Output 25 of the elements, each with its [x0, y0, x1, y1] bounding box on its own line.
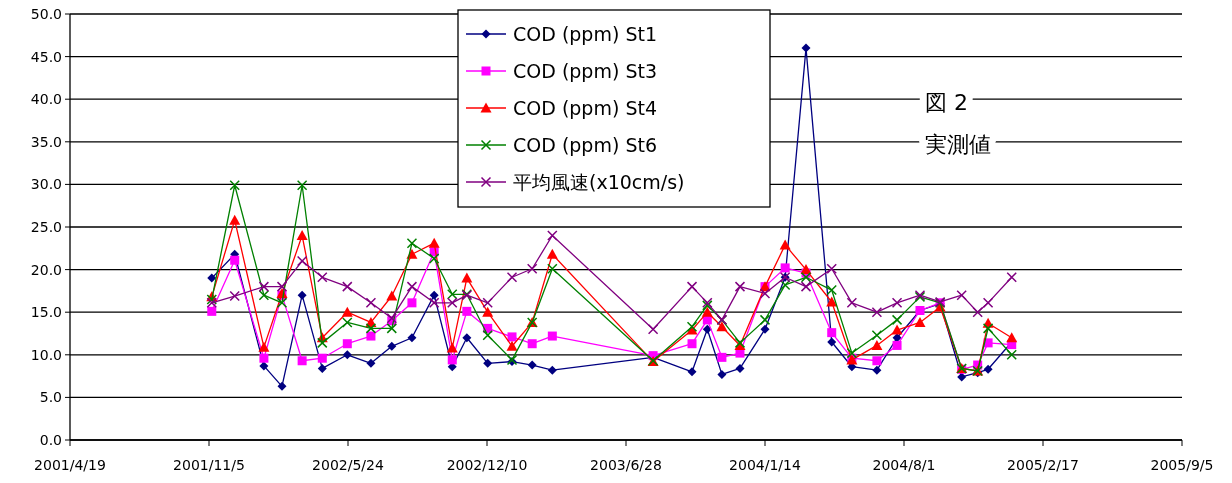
legend-label: COD (ppm) St4: [513, 97, 657, 119]
y-tick-label: 25.0: [30, 219, 62, 235]
y-tick-label: 20.0: [30, 261, 62, 278]
y-tick-label: 45.0: [30, 48, 62, 65]
y-tick-label: 10.0: [30, 346, 62, 363]
x-tick-label: 2005/9/5: [1150, 457, 1214, 473]
x-tick-label: 2001/11/5: [173, 457, 245, 473]
x-tick-label: 2005/2/17: [1007, 457, 1079, 473]
y-tick-label: 15.0: [30, 304, 62, 321]
y-tick-label: 50.0: [30, 6, 62, 22]
y-tick-label: 30.0: [30, 176, 62, 193]
legend-label: COD (ppm) St6: [513, 134, 657, 156]
x-tick-label: 2003/6/28: [590, 457, 662, 473]
legend-label: 平均風速(x10cm/s): [513, 171, 685, 193]
x-tick-label: 2002/5/24: [312, 457, 384, 473]
x-tick-label: 2002/12/10: [446, 457, 528, 473]
legend-label: COD (ppm) St3: [513, 60, 657, 82]
y-tick-label: 40.0: [30, 91, 62, 108]
x-tick-label: 2001/4/19: [34, 457, 106, 473]
x-tick-label: 2004/1/14: [729, 457, 801, 473]
y-tick-label: 35.0: [30, 133, 62, 150]
y-tick-label: 0.0: [39, 432, 62, 448]
x-tick-label: 2004/8/1: [872, 457, 936, 473]
y-tick-label: 5.0: [39, 389, 62, 406]
legend-label: COD (ppm) St1: [513, 23, 657, 45]
